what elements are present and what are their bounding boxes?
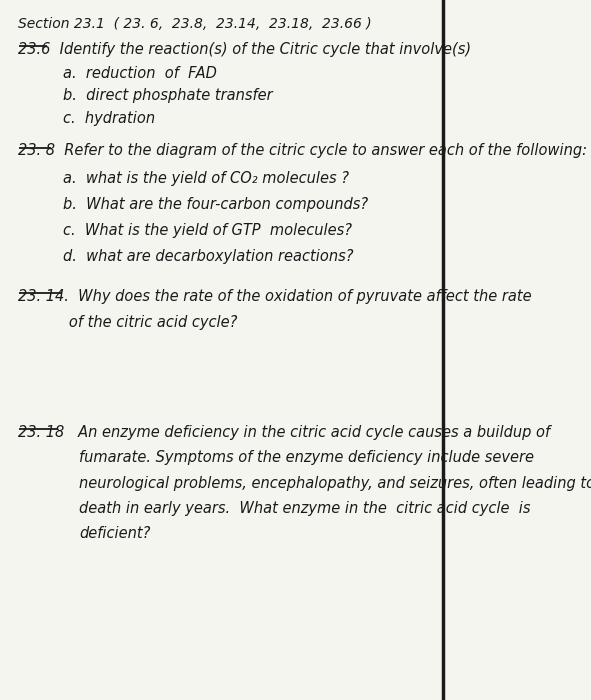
Text: 23. 14.  Why does the rate of the oxidation of pyruvate affect the rate: 23. 14. Why does the rate of the oxidati… (18, 289, 532, 304)
Text: Section 23.1  ( 23. 6,  23.8,  23.14,  23.18,  23.66 ): Section 23.1 ( 23. 6, 23.8, 23.14, 23.18… (18, 18, 372, 32)
Text: 23.6  Identify the reaction(s) of the Citric cycle that involve(s): 23.6 Identify the reaction(s) of the Cit… (18, 42, 471, 57)
Text: 23. 8  Refer to the diagram of the citric cycle to answer each of the following:: 23. 8 Refer to the diagram of the citric… (18, 144, 587, 158)
Text: b.  direct phosphate transfer: b. direct phosphate transfer (63, 88, 273, 103)
Text: d.  what are decarboxylation reactions?: d. what are decarboxylation reactions? (63, 249, 354, 264)
Text: of the citric acid cycle?: of the citric acid cycle? (18, 315, 238, 330)
Text: b.  What are the four-carbon compounds?: b. What are the four-carbon compounds? (63, 197, 369, 212)
Text: 23. 18   An enzyme deficiency in the citric acid cycle causes a buildup of: 23. 18 An enzyme deficiency in the citri… (18, 425, 550, 440)
Text: c.  What is the yield of GTP  molecules?: c. What is the yield of GTP molecules? (63, 223, 352, 238)
Text: death in early years.  What enzyme in the  citric acid cycle  is: death in early years. What enzyme in the… (79, 501, 531, 516)
Text: neurological problems, encephalopathy, and seizures, often leading to: neurological problems, encephalopathy, a… (79, 476, 591, 491)
Text: deficient?: deficient? (79, 526, 151, 541)
Text: fumarate. Symptoms of the enzyme deficiency include severe: fumarate. Symptoms of the enzyme deficie… (79, 450, 534, 465)
Text: c.  hydration: c. hydration (63, 111, 155, 125)
Text: a.  reduction  of  FAD: a. reduction of FAD (63, 66, 217, 80)
Text: a.  what is the yield of CO₂ molecules ?: a. what is the yield of CO₂ molecules ? (63, 171, 349, 186)
